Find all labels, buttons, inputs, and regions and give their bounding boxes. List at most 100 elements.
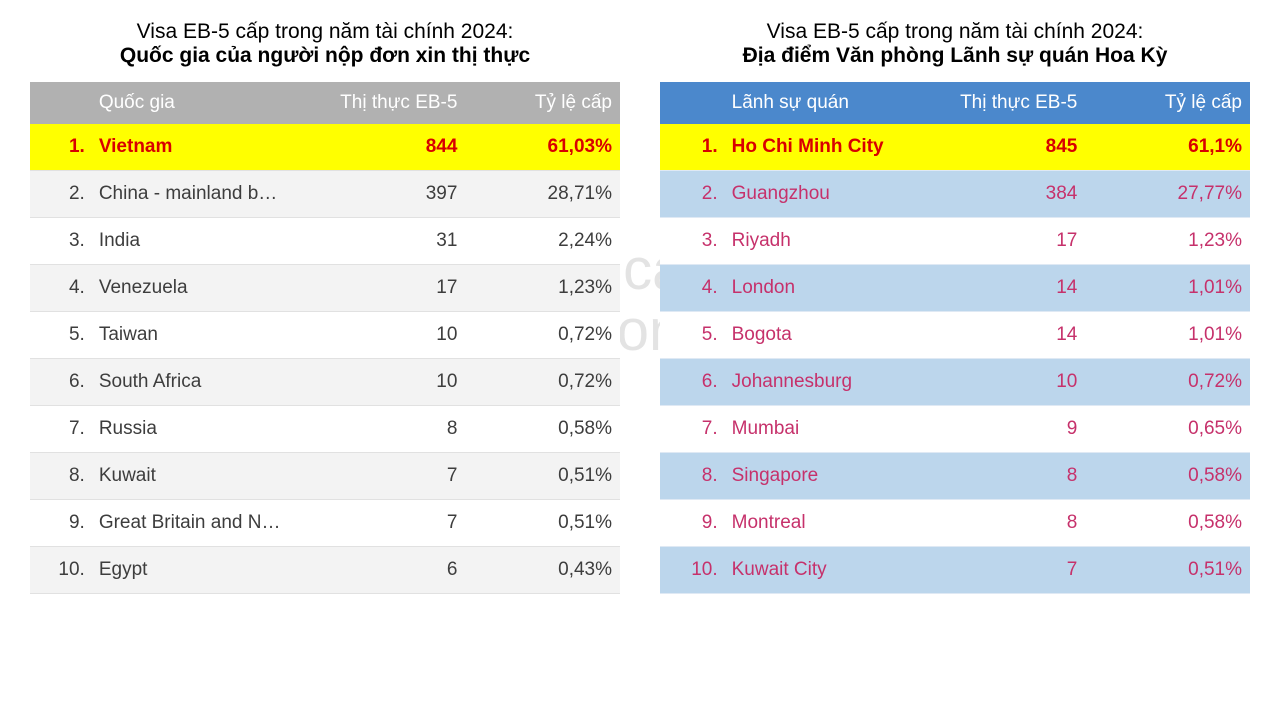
right-cell-visa: 17 xyxy=(892,218,1086,265)
left-cell-name: India xyxy=(91,218,289,265)
left-cell-name: Great Britain and N… xyxy=(91,500,289,547)
right-table-header-row: Lãnh sự quán Thị thực EB-5 Tỷ lệ cấp xyxy=(660,82,1250,124)
right-cell-pct: 0,72% xyxy=(1085,359,1250,406)
left-main-title: Quốc gia của người nộp đơn xin thị thực xyxy=(30,44,620,68)
left-cell-rank: 9. xyxy=(30,500,91,547)
left-cell-pct: 0,51% xyxy=(465,453,620,500)
table-row: 9.Great Britain and N…70,51% xyxy=(30,500,620,547)
right-cell-rank: 9. xyxy=(660,500,724,547)
left-table-header-row: Quốc gia Thị thực EB-5 Tỷ lệ cấp xyxy=(30,82,620,124)
left-cell-pct: 28,71% xyxy=(465,171,620,218)
left-cell-rank: 8. xyxy=(30,453,91,500)
right-cell-rank: 2. xyxy=(660,171,724,218)
left-cell-rank: 10. xyxy=(30,547,91,594)
left-cell-pct: 0,51% xyxy=(465,500,620,547)
table-row: 3.Riyadh171,23% xyxy=(660,218,1250,265)
right-cell-pct: 1,01% xyxy=(1085,312,1250,359)
right-cell-visa: 8 xyxy=(892,453,1086,500)
left-cell-pct: 61,03% xyxy=(465,124,620,171)
right-cell-pct: 1,01% xyxy=(1085,265,1250,312)
right-cell-name: Bogota xyxy=(724,312,892,359)
right-col-visa: Thị thực EB-5 xyxy=(892,82,1086,124)
table-row: 8.Singapore80,58% xyxy=(660,453,1250,500)
right-cell-pct: 1,23% xyxy=(1085,218,1250,265)
left-col-visa: Thị thực EB-5 xyxy=(288,82,465,124)
left-cell-name: South Africa xyxy=(91,359,289,406)
table-row: 9.Montreal80,58% xyxy=(660,500,1250,547)
right-cell-rank: 5. xyxy=(660,312,724,359)
table-row: 2.Guangzhou38427,77% xyxy=(660,171,1250,218)
right-cell-visa: 14 xyxy=(892,265,1086,312)
right-cell-rank: 3. xyxy=(660,218,724,265)
left-cell-visa: 10 xyxy=(288,359,465,406)
left-cell-visa: 7 xyxy=(288,500,465,547)
right-cell-visa: 10 xyxy=(892,359,1086,406)
left-cell-visa: 17 xyxy=(288,265,465,312)
right-main-title: Địa điểm Văn phòng Lãnh sự quán Hoa Kỳ xyxy=(660,44,1250,68)
right-cell-rank: 4. xyxy=(660,265,724,312)
left-cell-rank: 7. xyxy=(30,406,91,453)
left-cell-visa: 8 xyxy=(288,406,465,453)
left-cell-visa: 6 xyxy=(288,547,465,594)
right-cell-name: Ho Chi Minh City xyxy=(724,124,892,171)
left-cell-visa: 31 xyxy=(288,218,465,265)
table-row: 8.Kuwait70,51% xyxy=(30,453,620,500)
right-cell-name: Singapore xyxy=(724,453,892,500)
left-cell-rank: 3. xyxy=(30,218,91,265)
left-cell-pct: 1,23% xyxy=(465,265,620,312)
left-cell-pct: 0,58% xyxy=(465,406,620,453)
table-row: 6.Johannesburg100,72% xyxy=(660,359,1250,406)
table-row: 6.South Africa100,72% xyxy=(30,359,620,406)
table-row: 5.Taiwan100,72% xyxy=(30,312,620,359)
right-col-name: Lãnh sự quán xyxy=(724,82,892,124)
right-table: Lãnh sự quán Thị thực EB-5 Tỷ lệ cấp 1.H… xyxy=(660,82,1250,594)
left-cell-visa: 7 xyxy=(288,453,465,500)
right-cell-pct: 0,51% xyxy=(1085,547,1250,594)
left-sup-title: Visa EB-5 cấp trong năm tài chính 2024: xyxy=(30,20,620,44)
right-cell-visa: 384 xyxy=(892,171,1086,218)
left-cell-visa: 844 xyxy=(288,124,465,171)
table-row: 3.India312,24% xyxy=(30,218,620,265)
left-cell-rank: 4. xyxy=(30,265,91,312)
left-col-name: Quốc gia xyxy=(91,82,289,124)
left-cell-name: Russia xyxy=(91,406,289,453)
table-row: 4.London141,01% xyxy=(660,265,1250,312)
left-cell-rank: 6. xyxy=(30,359,91,406)
right-cell-pct: 0,65% xyxy=(1085,406,1250,453)
right-cell-rank: 6. xyxy=(660,359,724,406)
right-cell-rank: 8. xyxy=(660,453,724,500)
table-row: 10.Kuwait City70,51% xyxy=(660,547,1250,594)
table-row: 1.Vietnam84461,03% xyxy=(30,124,620,171)
left-cell-rank: 2. xyxy=(30,171,91,218)
right-cell-visa: 7 xyxy=(892,547,1086,594)
right-sup-title: Visa EB-5 cấp trong năm tài chính 2024: xyxy=(660,20,1250,44)
right-cell-visa: 8 xyxy=(892,500,1086,547)
left-cell-rank: 5. xyxy=(30,312,91,359)
left-cell-name: Egypt xyxy=(91,547,289,594)
right-cell-visa: 845 xyxy=(892,124,1086,171)
left-cell-pct: 0,72% xyxy=(465,312,620,359)
left-cell-name: China - mainland b… xyxy=(91,171,289,218)
left-cell-name: Taiwan xyxy=(91,312,289,359)
right-cell-rank: 10. xyxy=(660,547,724,594)
table-row: 7.Russia80,58% xyxy=(30,406,620,453)
right-cell-pct: 0,58% xyxy=(1085,453,1250,500)
right-cell-name: London xyxy=(724,265,892,312)
left-cell-name: Vietnam xyxy=(91,124,289,171)
left-cell-pct: 0,72% xyxy=(465,359,620,406)
left-cell-name: Kuwait xyxy=(91,453,289,500)
right-cell-name: Riyadh xyxy=(724,218,892,265)
right-cell-visa: 14 xyxy=(892,312,1086,359)
table-row: 2.China - mainland b…39728,71% xyxy=(30,171,620,218)
right-cell-name: Johannesburg xyxy=(724,359,892,406)
right-cell-name: Mumbai xyxy=(724,406,892,453)
table-row: 5.Bogota141,01% xyxy=(660,312,1250,359)
right-cell-pct: 61,1% xyxy=(1085,124,1250,171)
right-cell-rank: 7. xyxy=(660,406,724,453)
table-row: 1.Ho Chi Minh City84561,1% xyxy=(660,124,1250,171)
left-cell-visa: 10 xyxy=(288,312,465,359)
left-cell-pct: 0,43% xyxy=(465,547,620,594)
left-cell-pct: 2,24% xyxy=(465,218,620,265)
left-table: Quốc gia Thị thực EB-5 Tỷ lệ cấp 1.Vietn… xyxy=(30,82,620,594)
left-cell-visa: 397 xyxy=(288,171,465,218)
